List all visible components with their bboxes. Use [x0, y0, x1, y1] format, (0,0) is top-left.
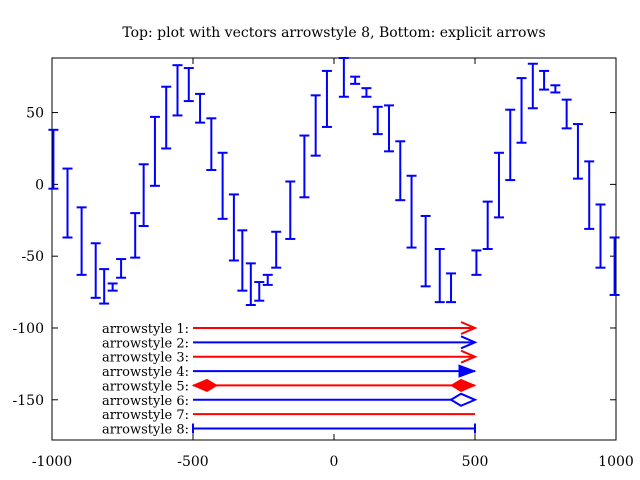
vector — [228, 193, 239, 262]
vector — [271, 230, 282, 269]
vector — [572, 123, 583, 180]
vector — [338, 57, 349, 98]
vector — [107, 282, 118, 292]
vector — [254, 281, 265, 302]
vector — [383, 104, 394, 153]
arrow-row-label: arrowstyle 1: — [102, 322, 189, 337]
y-tick-label: -150 — [13, 393, 44, 409]
arrow-row-label: arrowstyle 5: — [102, 379, 189, 394]
y-tick-label: -50 — [21, 249, 44, 265]
arrow-row: arrowstyle 1: — [102, 321, 478, 337]
y-tick-label: 50 — [26, 106, 44, 122]
y-tick-label: -100 — [13, 321, 44, 337]
arrow-row-label: arrowstyle 8: — [102, 423, 189, 438]
x-axis: -1000 -500 0 500 1000 — [32, 58, 634, 470]
vector — [434, 248, 445, 304]
x-tick-label: 500 — [462, 454, 489, 470]
vector — [350, 75, 361, 85]
vector — [321, 69, 332, 128]
vector — [420, 214, 431, 288]
vector — [130, 212, 141, 259]
arrow-head — [191, 378, 218, 392]
arrow-row: arrowstyle 7: — [102, 408, 475, 423]
vector — [262, 273, 273, 286]
y-tick-label: 0 — [35, 177, 44, 193]
vector — [237, 229, 248, 292]
vector — [116, 258, 127, 279]
vector — [406, 174, 417, 249]
y-axis: 50 0 -50 -100 -150 — [13, 106, 616, 409]
arrow-style-rows: arrowstyle 1:arrowstyle 2:arrowstyle 3:a… — [102, 321, 478, 438]
vector — [516, 77, 527, 144]
vector — [505, 108, 516, 182]
arrow-head — [450, 378, 477, 392]
vector — [195, 92, 206, 124]
x-tick-label: -1000 — [32, 454, 72, 470]
vector — [299, 134, 310, 199]
arrow-head — [458, 364, 477, 378]
arrow-head — [449, 392, 478, 407]
vector — [285, 180, 296, 240]
vector — [48, 128, 59, 190]
vector — [595, 203, 606, 269]
arrow-head — [460, 349, 478, 364]
arrow-row-label: arrowstyle 3: — [102, 351, 189, 366]
x-tick-label: -500 — [177, 454, 208, 470]
vector-series — [48, 57, 620, 307]
arrow-head — [460, 321, 478, 335]
vector — [395, 140, 406, 202]
arrow-head — [460, 335, 478, 350]
arrow-row-label: arrowstyle 2: — [102, 336, 189, 351]
vector — [172, 64, 183, 117]
vector — [76, 206, 87, 276]
vector — [361, 87, 372, 98]
arrow-row-label: arrowstyle 6: — [102, 394, 189, 409]
x-tick-label: 1000 — [598, 454, 634, 470]
arrow-row-label: arrowstyle 4: — [102, 365, 189, 380]
vector — [99, 268, 110, 305]
arrow-row: arrowstyle 6: — [102, 392, 478, 409]
vector — [539, 69, 550, 91]
arrow-row: arrowstyle 4: — [102, 364, 477, 380]
vector — [310, 94, 321, 157]
vector — [493, 151, 504, 219]
arrow-row: arrowstyle 2: — [102, 335, 478, 351]
vector — [217, 151, 228, 220]
arrow-row: arrowstyle 8: — [102, 423, 476, 438]
vector — [550, 84, 561, 94]
vector — [62, 167, 73, 239]
vector — [372, 105, 383, 136]
vector — [584, 160, 595, 230]
vector — [206, 117, 217, 172]
arrow-row: arrowstyle 3: — [102, 349, 478, 366]
x-tick-label: 0 — [330, 454, 339, 470]
vector — [527, 62, 538, 110]
vector — [138, 163, 149, 228]
vector — [446, 272, 457, 304]
vector — [471, 249, 482, 276]
arrow-row: arrowstyle 5: — [102, 378, 477, 394]
vector — [245, 262, 256, 307]
vector — [609, 236, 620, 296]
vector — [161, 85, 172, 150]
chart-title: Top: plot with vectors arrowstyle 8, Bot… — [122, 25, 545, 41]
vector — [149, 115, 160, 187]
vector — [561, 98, 572, 130]
vector — [90, 242, 101, 299]
vector — [183, 67, 194, 103]
arrow-row-label: arrowstyle 7: — [102, 408, 189, 423]
vector — [482, 200, 493, 250]
